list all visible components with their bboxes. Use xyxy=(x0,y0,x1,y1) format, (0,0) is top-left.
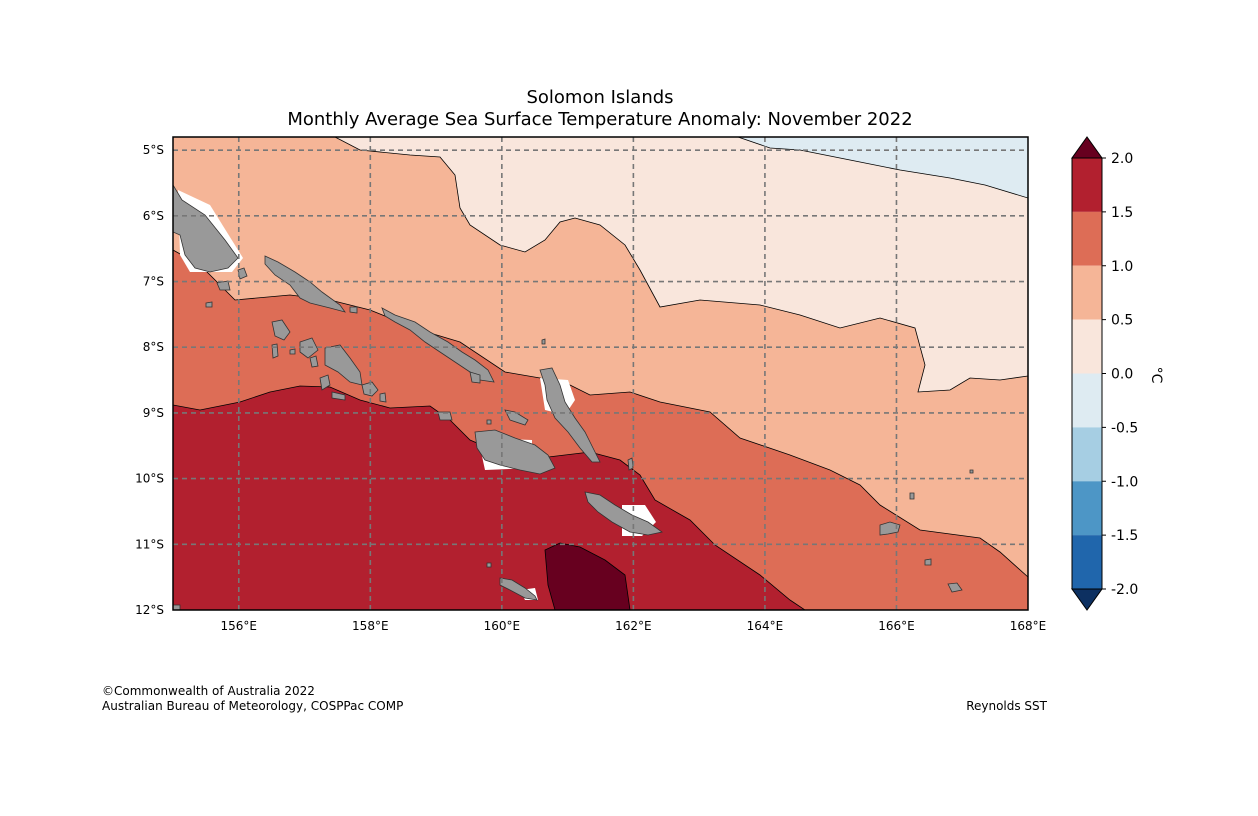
anomaly-field xyxy=(173,137,1028,610)
colorbar-segment xyxy=(1072,427,1102,482)
lat-tick-label: 8°S xyxy=(143,340,164,354)
latitude-labels: 5°S 6°S 7°S 8°S 9°S 10°S 11°S 12°S xyxy=(135,143,164,617)
island-small-4 xyxy=(469,371,481,384)
island-vanikoro xyxy=(947,582,963,593)
island-malaita xyxy=(539,367,601,463)
lat-tick-label: 10°S xyxy=(135,472,164,486)
colorbar: 2.0 1.5 1.0 0.5 0.0 -0.5 -1.0 -1.5 -2.0 xyxy=(1071,136,1138,611)
island-small-6 xyxy=(379,392,387,403)
island-small-3 xyxy=(349,306,358,314)
map-frame xyxy=(172,136,1029,611)
island-small-2 xyxy=(205,301,213,308)
map-title: Solomon Islands xyxy=(526,87,674,108)
island-rennell xyxy=(499,577,538,601)
island-ranongga xyxy=(271,343,279,359)
colorbar-tick-label: 0.5 xyxy=(1111,313,1133,329)
island-small-16 xyxy=(173,604,181,610)
colorbar-tick-label: -2.0 xyxy=(1111,582,1138,598)
island-small-11 xyxy=(627,457,634,471)
island-small-7 xyxy=(309,355,319,368)
land-islands xyxy=(173,184,974,610)
lon-tick-label: 166°E xyxy=(878,619,915,633)
island-bougainville xyxy=(173,184,239,273)
colorbar-extend-min xyxy=(1071,588,1103,611)
copyright-text: ©Commonwealth of Australia 2022 xyxy=(102,684,315,698)
island-small-10 xyxy=(486,419,492,425)
colorbar-tick-label: 1.5 xyxy=(1111,205,1133,221)
lon-tick-label: 160°E xyxy=(484,619,521,633)
island-guadalcanal xyxy=(474,429,556,475)
island-small-8 xyxy=(289,348,296,355)
colorbar-extend-max xyxy=(1071,136,1103,159)
island-russell xyxy=(437,411,453,421)
island-nendo xyxy=(879,521,901,536)
colorbar-unit: °C xyxy=(1148,367,1164,384)
colorbar-segment xyxy=(1072,319,1102,374)
island-santa-isabel xyxy=(381,307,495,383)
island-small-12 xyxy=(541,338,546,345)
colorbar-tick-label: -1.0 xyxy=(1111,474,1138,490)
colorbar-tick-label: 2.0 xyxy=(1111,151,1133,167)
island-florida xyxy=(504,409,529,426)
island-rendova xyxy=(319,374,331,391)
band-0.0-0.5 xyxy=(334,137,1028,393)
colorbar-segment xyxy=(1072,158,1102,212)
graticule xyxy=(173,137,1028,610)
lat-tick-label: 11°S xyxy=(135,537,164,551)
colorbar-tick-label: 0.0 xyxy=(1111,367,1133,383)
island-buka xyxy=(216,280,231,291)
band-above-2.0 xyxy=(544,542,631,610)
lat-tick-label: 7°S xyxy=(143,275,164,289)
island-bellona xyxy=(486,562,492,568)
band-neg0.5-0.0 xyxy=(737,137,1028,199)
lon-tick-label: 156°E xyxy=(221,619,258,633)
lat-tick-label: 6°S xyxy=(143,209,164,223)
colorbar-segment xyxy=(1072,265,1102,320)
island-small-15 xyxy=(969,469,974,474)
island-small-14 xyxy=(924,558,932,566)
colorbar-tick-label: -0.5 xyxy=(1111,420,1138,436)
longitude-labels: 156°E 158°E 160°E 162°E 164°E 166°E 168°E xyxy=(221,619,1047,633)
island-makira xyxy=(584,491,663,536)
colorbar-segment xyxy=(1072,373,1102,428)
colorbar-tick-label: -1.5 xyxy=(1111,528,1138,544)
colorbar-segment xyxy=(1072,535,1102,589)
island-vella-lavella xyxy=(271,319,291,341)
island-small-9 xyxy=(331,391,346,401)
island-choiseul xyxy=(264,255,346,313)
colorbar-segment xyxy=(1072,211,1102,266)
island-small-13 xyxy=(909,492,915,500)
lat-tick-label: 5°S xyxy=(143,143,164,157)
colorbar-segment xyxy=(1072,481,1102,536)
map-subtitle: Monthly Average Sea Surface Temperature … xyxy=(287,109,913,130)
colorbar-tick-label: 1.0 xyxy=(1111,259,1133,275)
agency-text: Australian Bureau of Meteorology, COSPPa… xyxy=(102,699,404,713)
lon-tick-label: 158°E xyxy=(352,619,389,633)
lon-tick-label: 164°E xyxy=(747,619,784,633)
lat-tick-label: 9°S xyxy=(143,406,164,420)
lon-tick-label: 168°E xyxy=(1010,619,1047,633)
data-source-text: Reynolds SST xyxy=(966,699,1047,713)
lon-tick-label: 162°E xyxy=(615,619,652,633)
lat-tick-label: 12°S xyxy=(135,603,164,617)
